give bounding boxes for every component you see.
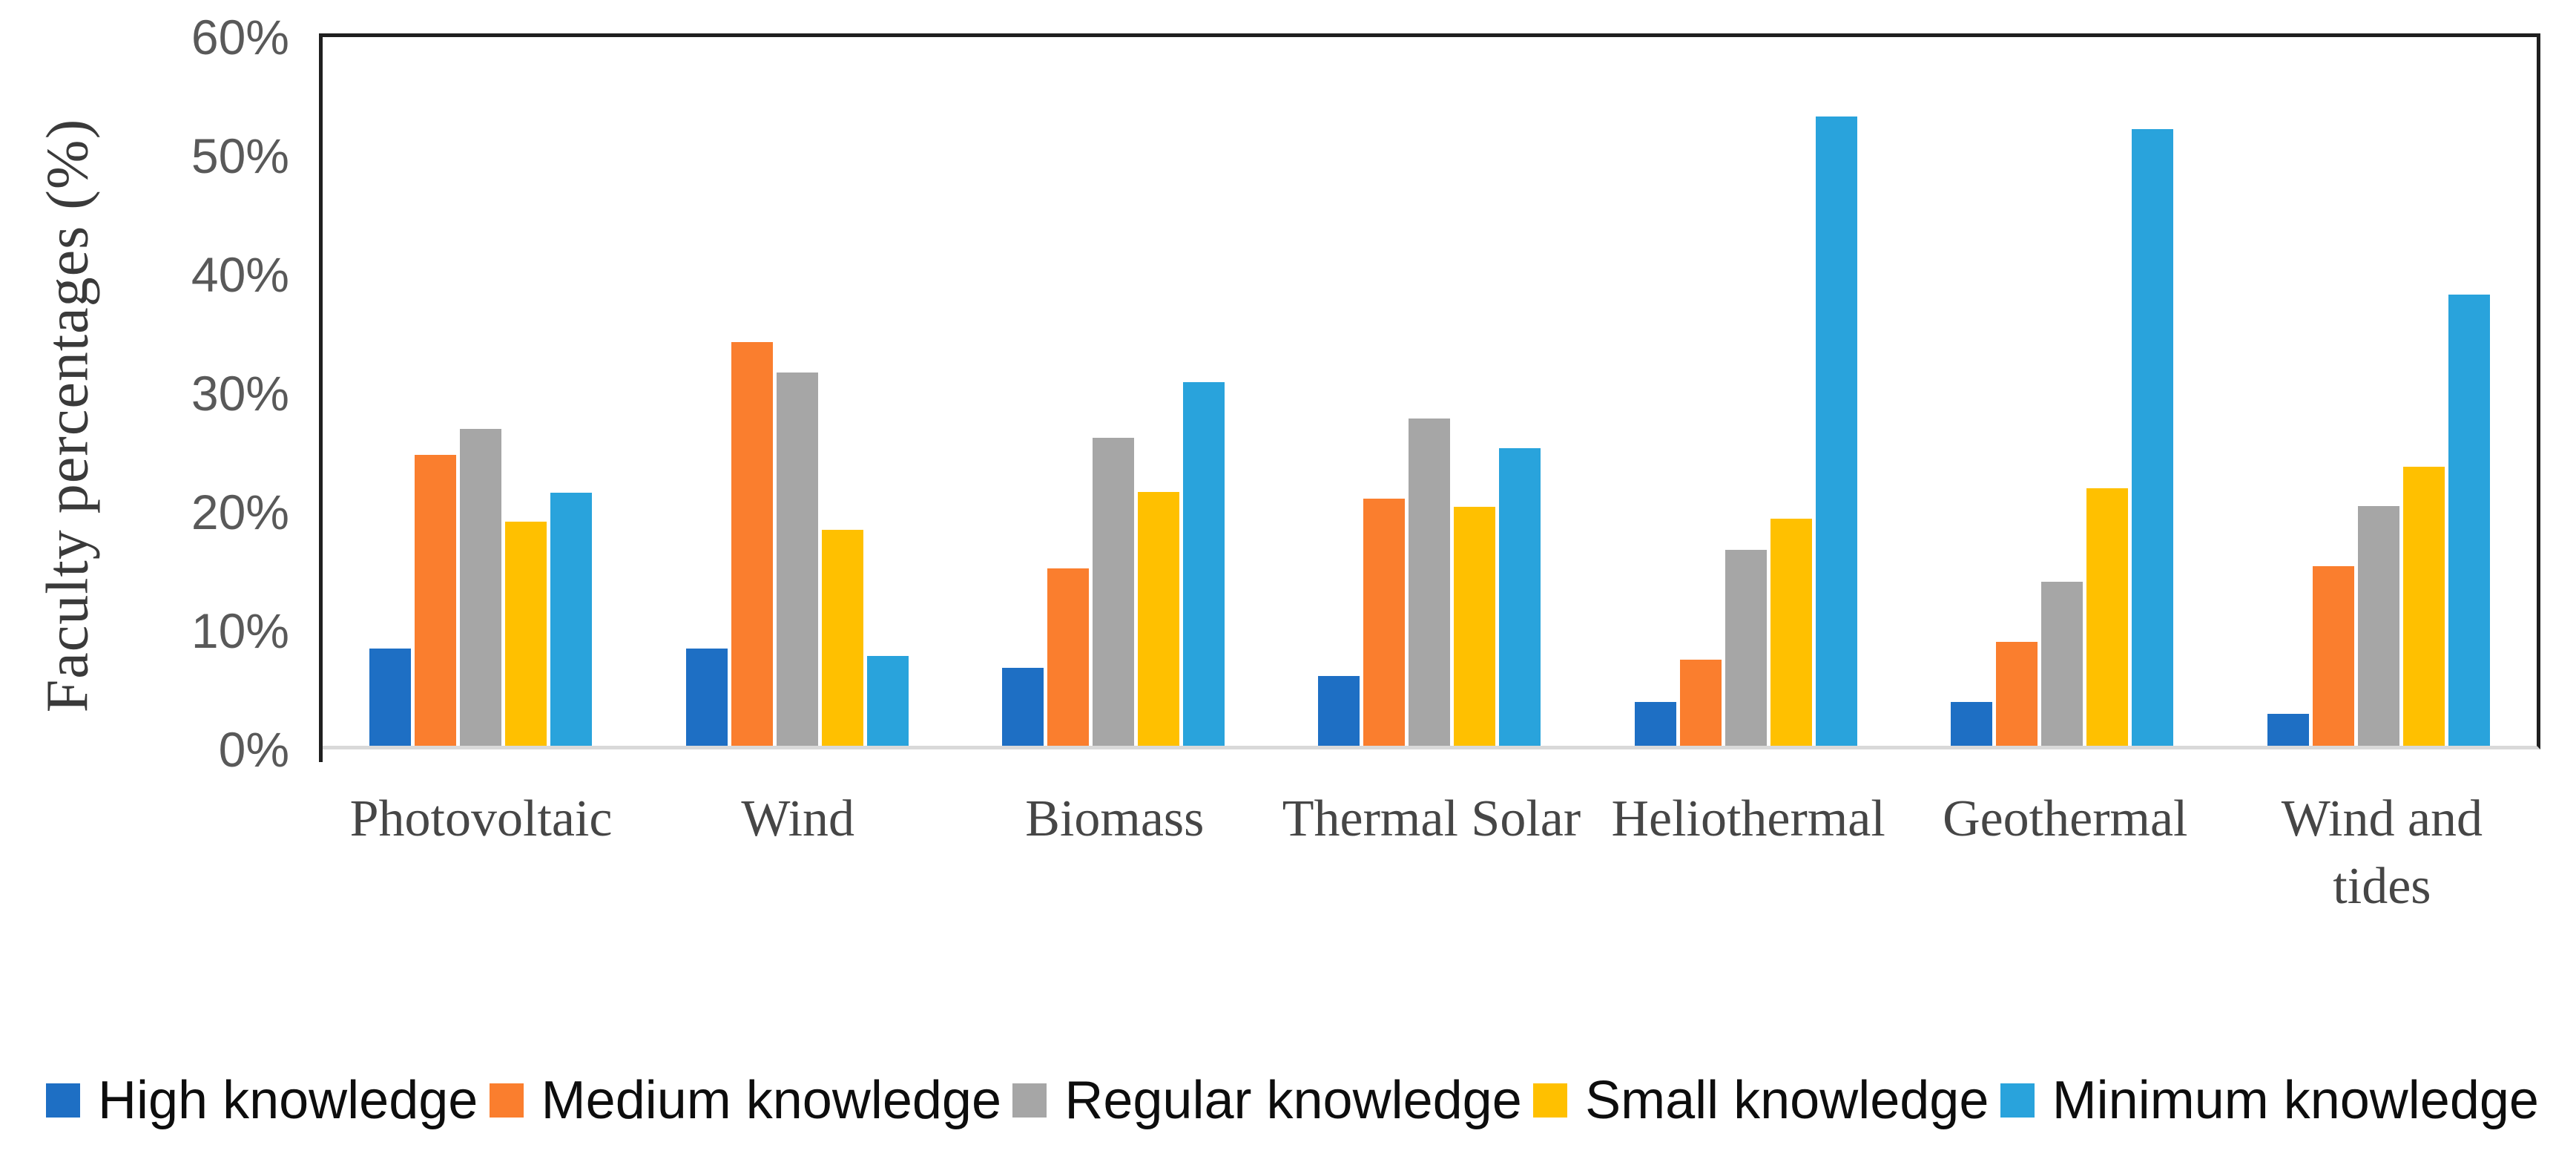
legend-item: Medium knowledge <box>489 1070 1002 1131</box>
y-tick-label: 20% <box>191 485 289 539</box>
bar <box>1454 507 1496 746</box>
y-tick-label: 0% <box>218 722 289 777</box>
y-axis-title: Faculty percentages (%) <box>35 118 101 713</box>
legend-item: Minimum knowledge <box>2000 1070 2539 1131</box>
bar <box>1047 568 1090 746</box>
y-axis-line <box>319 33 323 762</box>
bar <box>866 656 909 746</box>
category-group-photovoltaic <box>323 37 639 746</box>
y-tick-label: 30% <box>191 366 289 421</box>
bar <box>1996 641 2038 746</box>
legend-label: Small knowledge <box>1585 1071 1989 1130</box>
bar <box>415 455 457 746</box>
legend-swatch-icon <box>46 1083 80 1118</box>
x-category-label: Thermal Solar <box>1282 790 1581 847</box>
bar <box>1409 419 1451 746</box>
legend-swatch-icon <box>1533 1083 1568 1118</box>
category-group-heliothermal <box>1588 37 1904 746</box>
bar <box>1138 491 1180 746</box>
legend-swatch-icon <box>1012 1083 1047 1118</box>
bar <box>2448 294 2490 746</box>
category-group-wind-and-tides <box>2221 37 2537 746</box>
y-tick-label: 50% <box>191 128 289 183</box>
y-tick-label: 10% <box>191 603 289 658</box>
legend-label: High knowledge <box>98 1071 478 1130</box>
legend-label: Medium knowledge <box>541 1071 1002 1130</box>
legend-swatch-icon <box>489 1083 524 1118</box>
x-category-label: Geothermal <box>1943 790 2188 847</box>
bar <box>2086 488 2129 746</box>
bar <box>1634 702 1676 746</box>
y-tick-label: 40% <box>191 247 289 302</box>
bar <box>1318 676 1360 746</box>
bar <box>2357 505 2399 746</box>
x-category-label: Biomass <box>1025 790 1205 847</box>
bar <box>1499 447 1541 746</box>
bar <box>731 341 773 746</box>
bar <box>1093 437 1135 746</box>
bar <box>821 529 863 746</box>
legend-item: Small knowledge <box>1533 1070 1989 1131</box>
bar <box>2312 566 2354 746</box>
legend-label: Regular knowledge <box>1064 1071 1522 1130</box>
x-category-label: Wind <box>741 790 855 847</box>
category-group-wind <box>639 37 955 746</box>
x-category-label: Photovoltaic <box>349 790 613 847</box>
x-category-label: Heliothermal <box>1611 790 1885 847</box>
legend-item: High knowledge <box>46 1070 478 1131</box>
bar <box>2402 467 2445 746</box>
bar <box>1951 702 1993 746</box>
bar <box>369 649 412 746</box>
bar <box>1770 519 1812 746</box>
legend: High knowledge Medium knowledge Regular kn… <box>46 1060 2539 1141</box>
bar <box>2041 581 2083 746</box>
category-group-biomass <box>955 37 1271 746</box>
category-group-geothermal <box>1904 37 2220 746</box>
plot-area <box>323 33 2540 749</box>
bar <box>1679 659 1722 746</box>
bar <box>1725 549 1767 746</box>
legend-item: Regular knowledge <box>1012 1070 1522 1131</box>
x-category-label: Wind and tides <box>2281 790 2483 915</box>
bar <box>1815 116 1857 746</box>
bar <box>550 493 593 746</box>
bar <box>505 521 547 746</box>
bar <box>2267 714 2309 746</box>
legend-swatch-icon <box>2000 1083 2035 1118</box>
bar <box>2132 129 2174 746</box>
y-tick-label: 60% <box>191 10 289 65</box>
legend-label: Minimum knowledge <box>2052 1071 2539 1130</box>
x-axis-category-labels: Photovoltaic Wind Biomass Thermal Solar Heli… <box>323 785 2540 920</box>
bar <box>1002 667 1044 746</box>
bar <box>776 373 818 746</box>
bar <box>1363 499 1406 746</box>
bar <box>685 649 728 746</box>
bar <box>1183 381 1225 746</box>
category-group-thermal-solar <box>1271 37 1587 746</box>
bar <box>460 429 502 746</box>
